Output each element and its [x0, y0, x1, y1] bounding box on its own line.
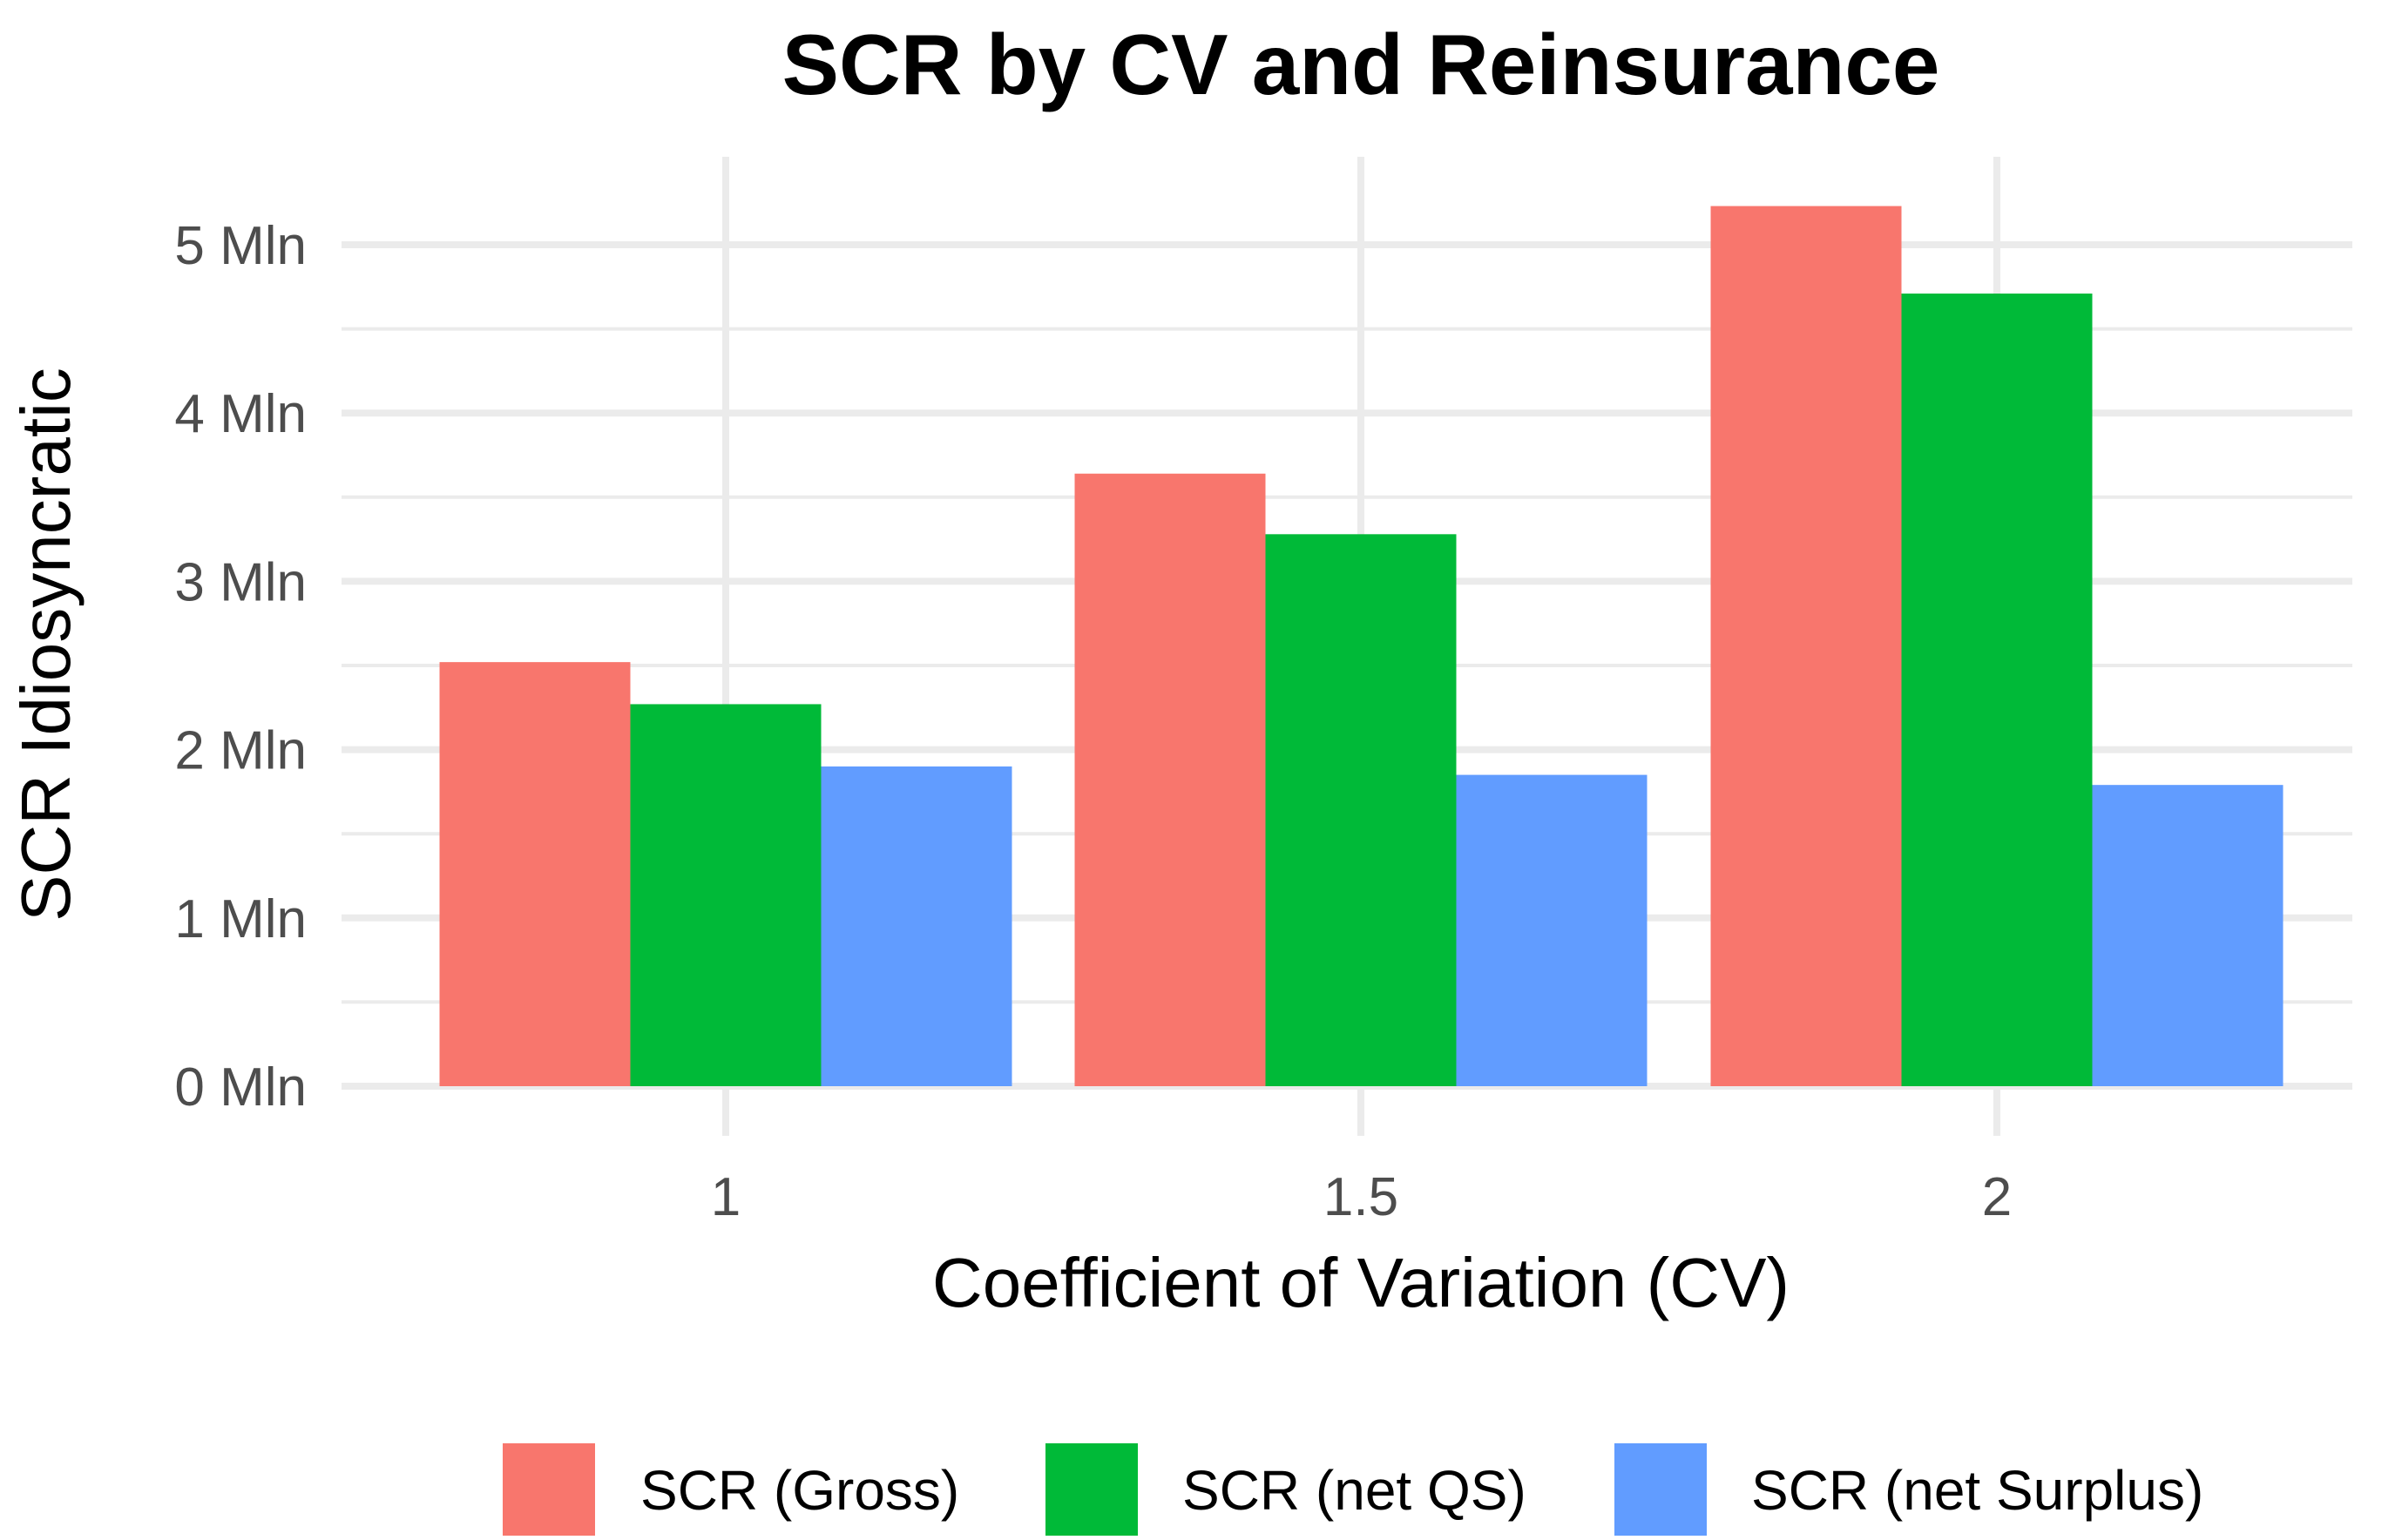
bar-scr-gross-cv-1-5	[1074, 473, 1266, 1086]
bar-scr-gross-cv-2	[1710, 206, 1902, 1087]
chart-title: SCR by CV and Reinsurance	[782, 17, 1940, 112]
legend-key	[1614, 1443, 1707, 1536]
x-tick-label: 2	[1982, 1167, 2012, 1227]
bar-scr-net-surplus-cv-2	[2092, 785, 2284, 1086]
legend-label: SCR (net Surplus)	[1751, 1459, 2203, 1522]
x-tick-label: 1.5	[1323, 1167, 1398, 1227]
x-axis-title: Coefficient of Variation (CV)	[932, 1244, 1790, 1321]
legend-key	[1045, 1443, 1138, 1536]
bar-scr-net-surplus-cv-1	[821, 766, 1012, 1086]
legend: SCR (Gross) SCR (net QS) SCR (net Surplus)	[503, 1443, 2203, 1536]
bar-scr-gross-cv-1	[439, 662, 631, 1086]
y-tick-label: 5 Mln	[174, 216, 307, 276]
y-axis-title: SCR Idiosyncratic	[7, 368, 85, 922]
bar-scr-net-qs-cv-1	[630, 704, 822, 1086]
y-tick-label: 2 Mln	[174, 721, 307, 781]
bar-scr-net-qs-cv-2	[1901, 294, 2093, 1086]
legend-key	[503, 1443, 595, 1536]
legend-label: SCR (net QS)	[1182, 1459, 1526, 1522]
y-tick-label: 0 Mln	[174, 1057, 307, 1118]
y-tick-label: 3 Mln	[174, 552, 307, 612]
bars	[439, 206, 2284, 1087]
y-axis-ticks: 0 Mln 1 Mln 2 Mln 3 Mln 4 Mln 5 Mln	[174, 216, 307, 1118]
legend-label: SCR (Gross)	[640, 1459, 959, 1522]
y-tick-label: 4 Mln	[174, 384, 307, 444]
bar-scr-net-surplus-cv-1-5	[1456, 774, 1648, 1086]
bar-scr-net-qs-cv-1-5	[1265, 534, 1457, 1086]
x-axis-ticks: 1 1.5 2	[711, 1167, 2012, 1227]
y-tick-label: 1 Mln	[174, 889, 307, 949]
x-tick-label: 1	[711, 1167, 741, 1227]
